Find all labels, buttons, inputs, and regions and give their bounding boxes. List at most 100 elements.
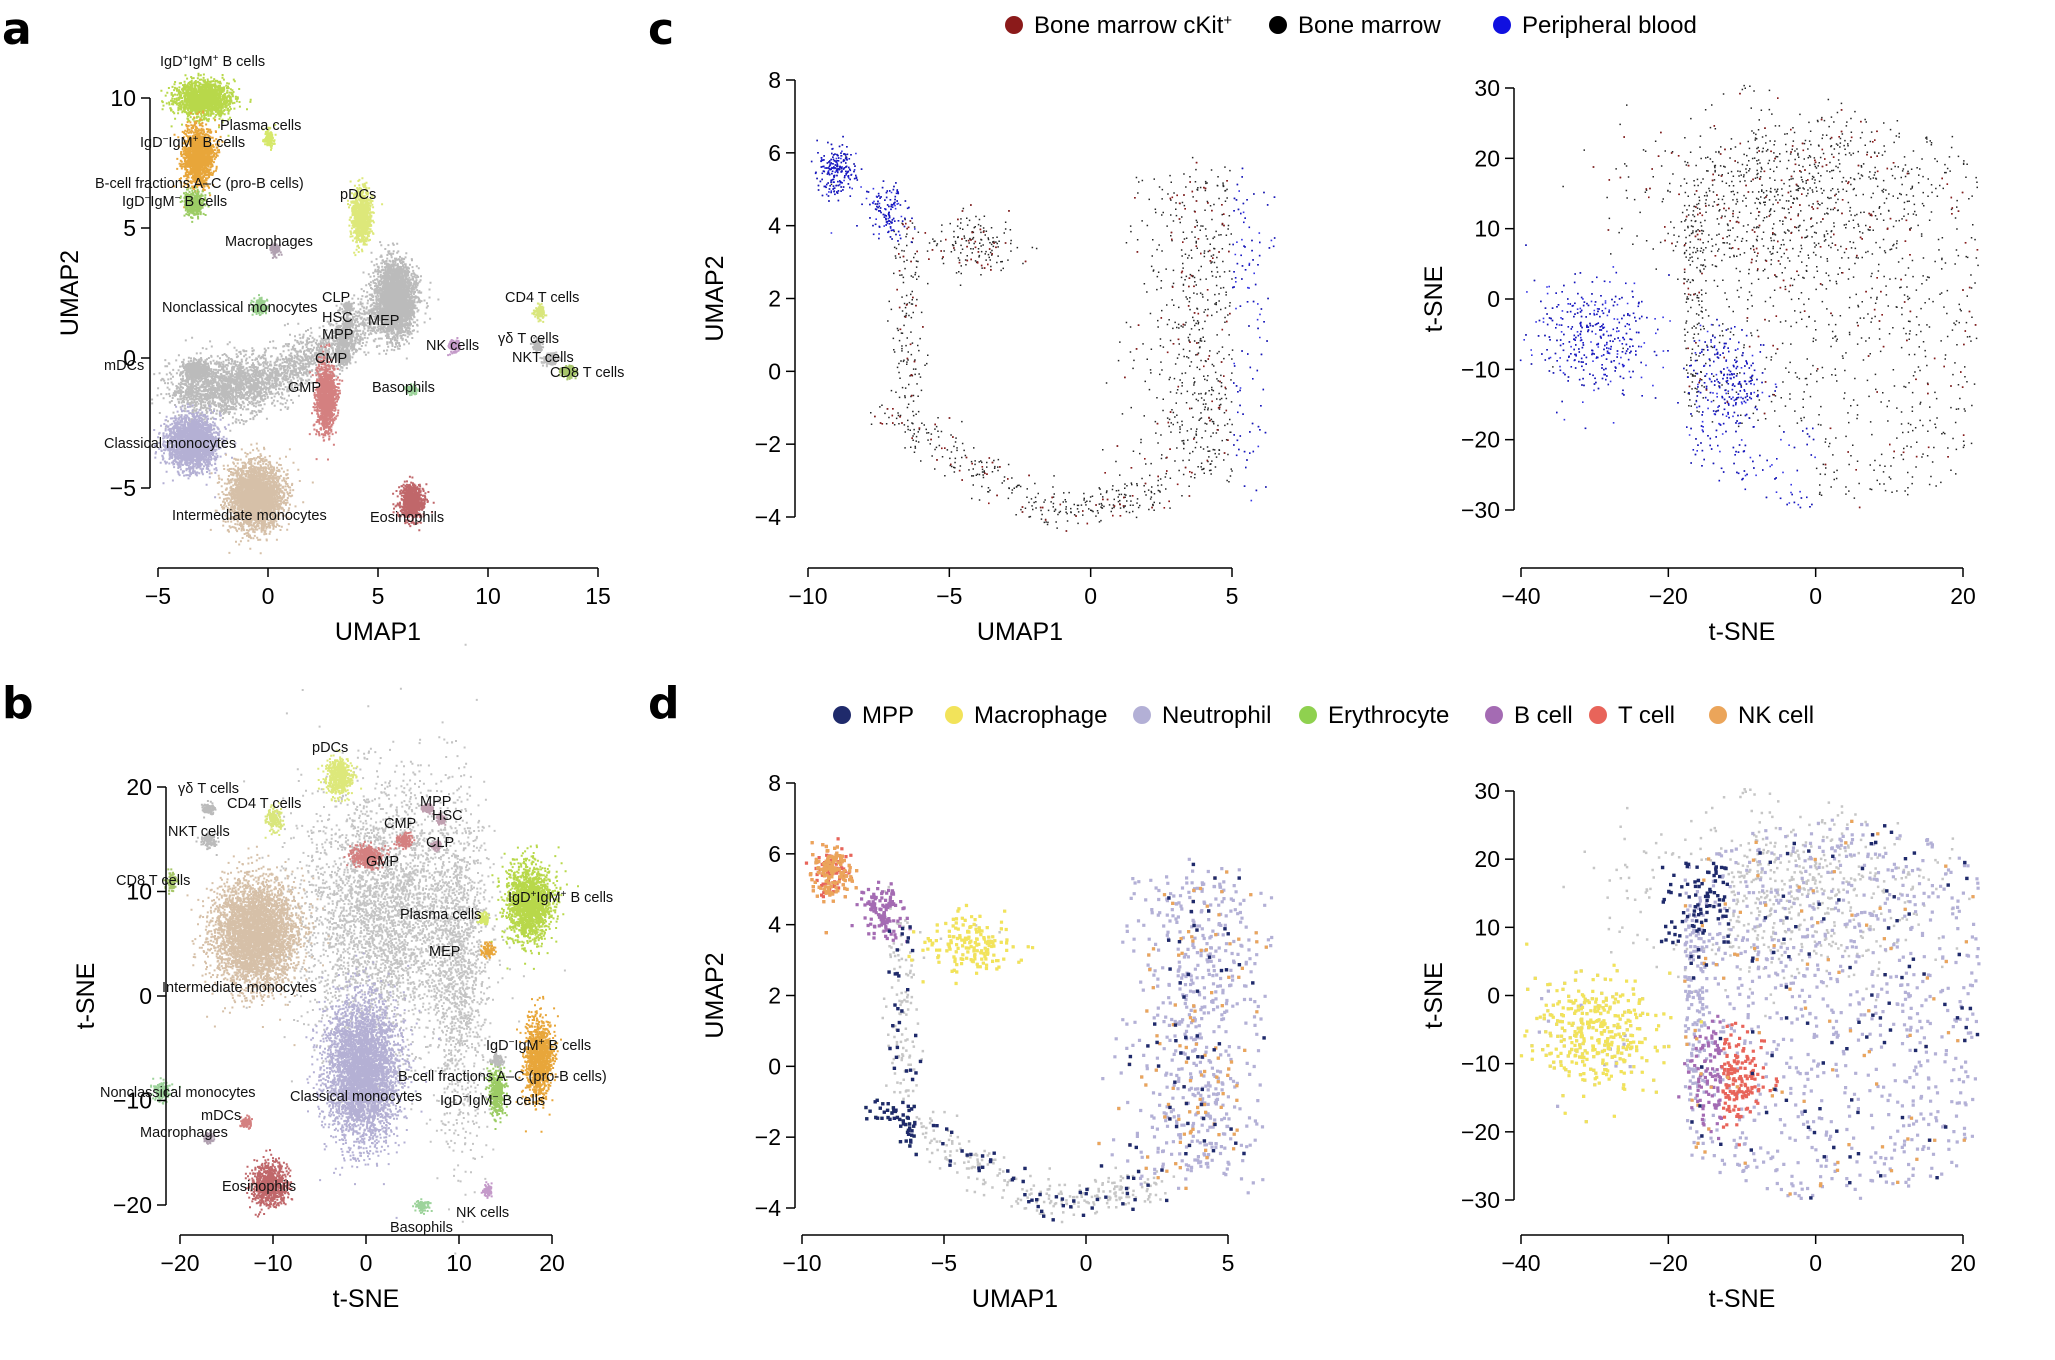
y-axis-label-c-left: UMAP2 xyxy=(701,255,729,341)
legend-d: MPP Macrophage Neutrophil Erythrocyte B cell… xyxy=(833,702,1814,729)
x-tick-label-b: 0 xyxy=(360,1250,373,1276)
points-d-right xyxy=(1519,788,1981,1200)
legend-c: Bone marrow cKit+ Bone marrow Peripheral b… xyxy=(1005,12,1697,39)
legend-marker xyxy=(833,706,851,724)
panel-letter-c: c xyxy=(648,4,674,55)
legend-marker xyxy=(1589,706,1607,724)
x-tick-label-c-left: 0 xyxy=(1084,583,1097,609)
legend-label: NK cell xyxy=(1738,702,1814,729)
cluster-label: Intermediate monocytes xyxy=(172,508,327,524)
cluster-mpp xyxy=(332,327,357,351)
macrophage-cells-d-left xyxy=(907,903,1035,986)
cluster--t-cells xyxy=(200,800,217,819)
x-axis-label-c-right: t-SNE xyxy=(1709,618,1776,646)
cluster-clp xyxy=(340,298,360,315)
x-tick-label-c-left: −10 xyxy=(788,583,827,609)
y-tick-label-b: 20 xyxy=(126,774,152,800)
legend-label: Macrophage xyxy=(974,702,1107,729)
axes-d-right: −40 −20 0 20 −30 −20 −10 0 10 20 30 t-SNE t-SNE xyxy=(1420,778,1976,1313)
cluster-label: CD4 T cells xyxy=(227,796,301,812)
y-tick-label-c-right: 10 xyxy=(1474,216,1500,242)
cluster-basophils xyxy=(412,1198,433,1215)
x-tick-label-d-right: −40 xyxy=(1501,1250,1540,1276)
x-tick-label-a: 5 xyxy=(372,583,385,609)
cluster-label: mDCs xyxy=(104,358,144,374)
cluster-label: B-cell fractions A–C (pro-B cells) xyxy=(95,176,304,192)
y-tick-label-c-right: −20 xyxy=(1461,427,1500,453)
x-axis-label-d-left: UMAP1 xyxy=(972,1285,1058,1313)
cluster-label: GMP xyxy=(366,854,399,870)
cluster-igd-igm-b-cells xyxy=(160,72,252,137)
cluster-igd-igm-b-cells xyxy=(179,186,211,223)
x-tick-label-d-left: −5 xyxy=(931,1250,957,1276)
y-tick-label-d-left: −2 xyxy=(755,1124,781,1150)
cluster-label: pDCs xyxy=(340,187,376,203)
x-tick-label-a: 10 xyxy=(475,583,501,609)
cluster-pdcs xyxy=(347,177,384,257)
y-tick-label-d-left: 0 xyxy=(768,1053,781,1079)
y-tick-label-d-left: 6 xyxy=(768,841,781,867)
x-tick-label-c-left: 5 xyxy=(1226,583,1239,609)
axes-a: −5 0 5 10 15 −5 0 5 10 UMAP1 UMAP2 xyxy=(56,85,611,646)
cluster-mdcs xyxy=(239,1114,253,1130)
cluster-label: HSC xyxy=(432,808,463,824)
cluster-b-cell-fractions-a-c-pro-b-cells- xyxy=(489,1048,507,1071)
x-tick-label-a: −5 xyxy=(145,583,171,609)
x-tick-label-d-right: 0 xyxy=(1809,1250,1822,1276)
cluster-basophils xyxy=(404,383,420,397)
cluster-pdcs xyxy=(317,749,363,803)
y-tick-label-c-right: −10 xyxy=(1461,356,1500,382)
neutrophil-cells-d-left xyxy=(1097,857,1274,1195)
cluster-label: CD4 T cells xyxy=(505,290,579,306)
cluster-nk-cells xyxy=(447,337,461,357)
cluster-nkt-cells xyxy=(539,351,562,368)
x-tick-label-d-left: 5 xyxy=(1222,1250,1235,1276)
cluster-label: Plasma cells xyxy=(220,118,301,134)
cluster-igd-igm-b-cells xyxy=(515,995,562,1133)
y-tick-label-c-left: 2 xyxy=(768,286,781,312)
cluster-cmp xyxy=(393,831,416,851)
cluster-cd8-t-cells xyxy=(558,364,579,381)
y-axis-label-d-left: UMAP2 xyxy=(701,952,729,1038)
cluster-label: Eosinophils xyxy=(222,1179,296,1195)
cluster-plasma-cells xyxy=(476,910,491,926)
cluster-cd4-t-cells xyxy=(531,302,548,323)
cluster-label: CLP xyxy=(322,290,350,306)
cluster-label: NK cells xyxy=(426,338,479,354)
cluster-label: CLP xyxy=(426,835,454,851)
legend-label: Peripheral blood xyxy=(1522,12,1697,39)
cluster-cd8-t-cells xyxy=(163,868,180,895)
legend-marker xyxy=(1485,706,1503,724)
t-cell-cells-d-right xyxy=(1720,1021,1779,1147)
mpp-cells-d-right xyxy=(1659,824,1980,1200)
bone-marrow-cells-c-right xyxy=(1519,84,1979,509)
x-tick-label-c-right: −20 xyxy=(1649,583,1688,609)
y-tick-label-a: 10 xyxy=(110,85,136,111)
cluster-label: Eosinophils xyxy=(370,510,444,526)
legend-label: Erythrocyte xyxy=(1328,702,1449,729)
cluster-macrophages xyxy=(269,239,283,259)
cluster-gmp xyxy=(308,343,344,461)
cluster-label: Nonclassical monocytes xyxy=(162,300,318,316)
panel-letter-d: d xyxy=(648,678,680,729)
x-tick-label-b: 10 xyxy=(446,1250,472,1276)
y-tick-label-a: 0 xyxy=(123,345,136,371)
x-tick-label-b: −20 xyxy=(160,1250,199,1276)
y-tick-label-d-right: 30 xyxy=(1474,778,1500,804)
cluster-mep xyxy=(479,941,497,960)
legend-marker xyxy=(1493,16,1511,34)
cluster-classical-monocytes xyxy=(153,403,237,499)
points-d-left xyxy=(804,837,1274,1224)
background-cells-b xyxy=(243,643,566,1260)
y-tick-label-c-left: 8 xyxy=(768,67,781,93)
cluster-label: Plasma cells xyxy=(400,907,481,923)
y-tick-label-d-left: 2 xyxy=(768,983,781,1009)
x-tick-label-b: 20 xyxy=(539,1250,565,1276)
cluster-label: MEP xyxy=(429,944,460,960)
cluster-cmp xyxy=(332,343,354,372)
y-tick-label-c-left: 4 xyxy=(768,213,781,239)
x-tick-label-d-right: 20 xyxy=(1950,1250,1976,1276)
